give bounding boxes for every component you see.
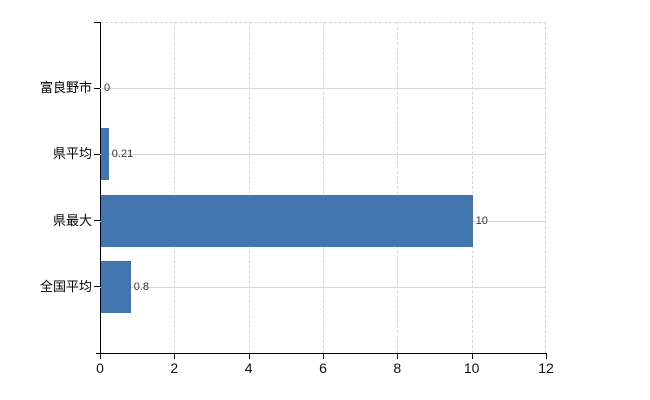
category-label: 富良野市 <box>39 80 92 96</box>
bar-value-label: 0.21 <box>111 148 134 161</box>
bar <box>101 194 473 247</box>
bar-value-label: 0.8 <box>133 280 150 293</box>
x-tick-label: 2 <box>170 360 179 376</box>
x-gridline <box>397 22 399 353</box>
y-axis-tick <box>94 286 100 288</box>
y-axis-tick <box>94 153 100 155</box>
category-gridline <box>100 88 546 90</box>
x-axis-tick <box>546 354 547 359</box>
bar <box>101 128 109 181</box>
x-gridline <box>248 22 250 353</box>
x-axis-tick <box>471 354 473 359</box>
x-tick-label: 4 <box>244 360 253 376</box>
x-gridline <box>323 22 324 353</box>
x-axis-tick <box>397 354 399 359</box>
category-gridline <box>100 154 546 156</box>
x-axis-tick <box>323 354 324 359</box>
bar-value-label: 10 <box>475 214 488 227</box>
x-axis-tick <box>248 354 250 359</box>
x-tick-label: 10 <box>463 360 480 376</box>
y-axis-line <box>100 22 101 353</box>
category-label: 全国平均 <box>39 278 92 294</box>
x-tick-label: 0 <box>96 360 104 376</box>
x-axis-tick <box>174 354 176 359</box>
category-label: 県平均 <box>52 146 92 162</box>
x-tick-label: 12 <box>538 360 554 376</box>
y-axis-top-tick <box>94 22 100 23</box>
x-gridline <box>174 22 176 353</box>
y-axis-tick <box>94 87 100 89</box>
x-tick-label: 8 <box>393 360 402 376</box>
x-axis-line <box>96 353 547 354</box>
bar <box>101 260 131 313</box>
x-tick-label: 6 <box>319 360 327 376</box>
y-axis-tick <box>94 220 100 222</box>
x-axis-tick <box>100 354 101 359</box>
bar-value-label: 0 <box>104 82 111 95</box>
x-gridline <box>471 22 473 353</box>
category-gridline <box>100 286 546 288</box>
category-label: 県最大 <box>52 212 92 228</box>
